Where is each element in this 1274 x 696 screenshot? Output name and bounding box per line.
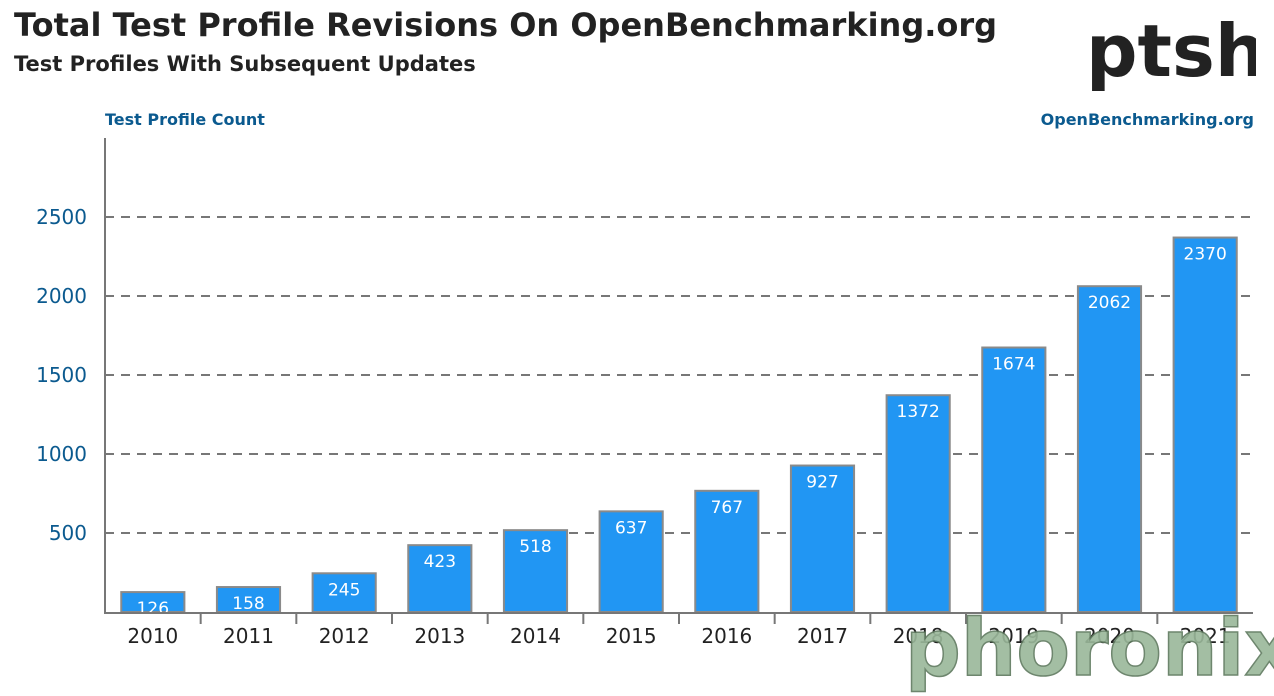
bar-2013 [407,544,473,614]
x-tick-label-2019: 2019 [988,624,1039,648]
x-tick-label-2021: 2021 [1180,624,1231,648]
y-axis-label: Test Profile Count [105,110,265,129]
x-tick-label-2016: 2016 [701,624,752,648]
phoronix-watermark: phoronix [905,604,1274,694]
bar-2012 [311,572,377,613]
data-label-2012: 245 [328,580,360,600]
x-tick-label-2017: 2017 [797,624,848,648]
source-label: OpenBenchmarking.org [1040,110,1254,129]
data-label-2020: 2062 [1088,293,1131,313]
logo-text: ptsh [1086,16,1256,93]
data-label-2016: 767 [711,498,743,518]
data-label-2021: 2370 [1184,245,1227,265]
x-tick-label-2010: 2010 [127,624,178,648]
y-tick-label-1000: 1000 [36,442,87,466]
data-label-2014: 518 [519,537,551,557]
bar-2011 [215,586,282,614]
chart-subtitle: Test Profiles With Subsequent Updates [14,52,476,76]
bars: 126 158 245 423 518 637 767 927 1372 1674 2062 2370 [120,236,1238,619]
data-label-2015: 637 [615,518,647,538]
bar-2021 [1172,236,1238,613]
chart-title: Total Test Profile Revisions On OpenBenc… [14,6,998,44]
data-label-2010: 126 [137,599,169,619]
data-label-2019: 1674 [992,355,1035,375]
data-label-2018: 1372 [897,402,940,422]
y-tick-label-1500: 1500 [36,363,87,387]
x-tick-label-2015: 2015 [606,624,657,648]
axes [104,138,1253,624]
data-label-2017: 927 [806,473,838,493]
bar-2018 [885,394,951,613]
tick-labels: 500 1000 1500 2000 2500 2010 2011 2012 2013 2014 2… [36,205,1231,648]
x-tick-label-2011: 2011 [223,624,274,648]
x-tick-label-2014: 2014 [510,624,561,648]
bar-2019 [981,346,1047,613]
x-tick-label-2012: 2012 [319,624,370,648]
pts-logo-icon: ptsh [1086,16,1256,93]
bar-2015 [598,510,664,614]
x-tick-label-2013: 2013 [414,624,465,648]
bar-2014 [502,529,569,614]
y-tick-label-2500: 2500 [36,205,87,229]
x-tick-label-2020: 2020 [1084,624,1135,648]
data-label-2011: 158 [232,594,264,614]
bar-2020 [1076,285,1143,613]
x-tick-label-2018: 2018 [893,624,944,648]
y-tick-label-2000: 2000 [36,284,87,308]
bar-2016 [694,489,760,613]
data-label-2013: 423 [424,552,456,572]
bar-2017 [789,464,856,613]
y-tick-label-500: 500 [49,521,87,545]
